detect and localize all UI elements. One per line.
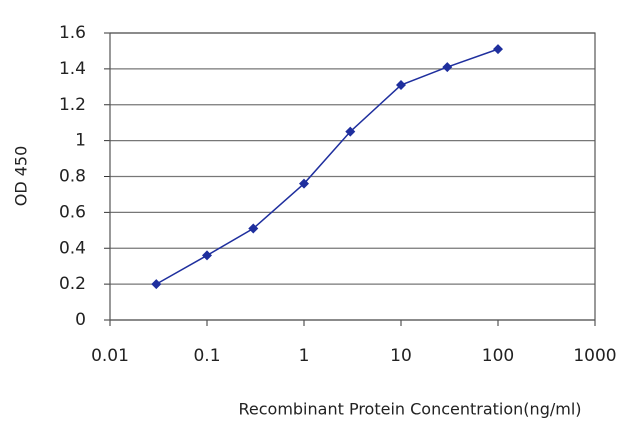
plot-border xyxy=(109,32,596,321)
x-tick-label: 1000 xyxy=(573,346,616,366)
data-point xyxy=(151,279,162,290)
y-tick-label: 0 xyxy=(75,310,86,330)
y-tick-label: 0.2 xyxy=(59,274,86,294)
y-tick-label: 0.6 xyxy=(59,202,86,222)
y-tick-label: 1.2 xyxy=(59,95,86,115)
y-tick-label: 1.4 xyxy=(59,59,86,79)
x-axis-label: Recombinant Protein Concentration(ng/ml) xyxy=(238,400,581,419)
data-point xyxy=(248,223,259,234)
x-tick-label: 0.1 xyxy=(193,346,220,366)
x-tick-label: 10 xyxy=(390,346,412,366)
y-axis-label: OD 450 xyxy=(12,146,31,207)
y-tick-label: 0.8 xyxy=(59,167,86,187)
series-line xyxy=(155,48,499,285)
y-tick-label: 0.4 xyxy=(59,238,86,258)
data-point xyxy=(299,178,309,189)
x-tick-label: 0.01 xyxy=(91,346,129,366)
y-tick-label: 1.6 xyxy=(59,23,86,43)
data-point xyxy=(345,126,356,137)
x-tick-label: 1 xyxy=(299,346,310,366)
data-point xyxy=(396,80,406,91)
y-tick-label: 1 xyxy=(75,131,86,151)
x-tick-label: 100 xyxy=(482,346,514,366)
data-point xyxy=(442,62,453,73)
data-point xyxy=(202,250,212,261)
data-point xyxy=(493,44,503,55)
